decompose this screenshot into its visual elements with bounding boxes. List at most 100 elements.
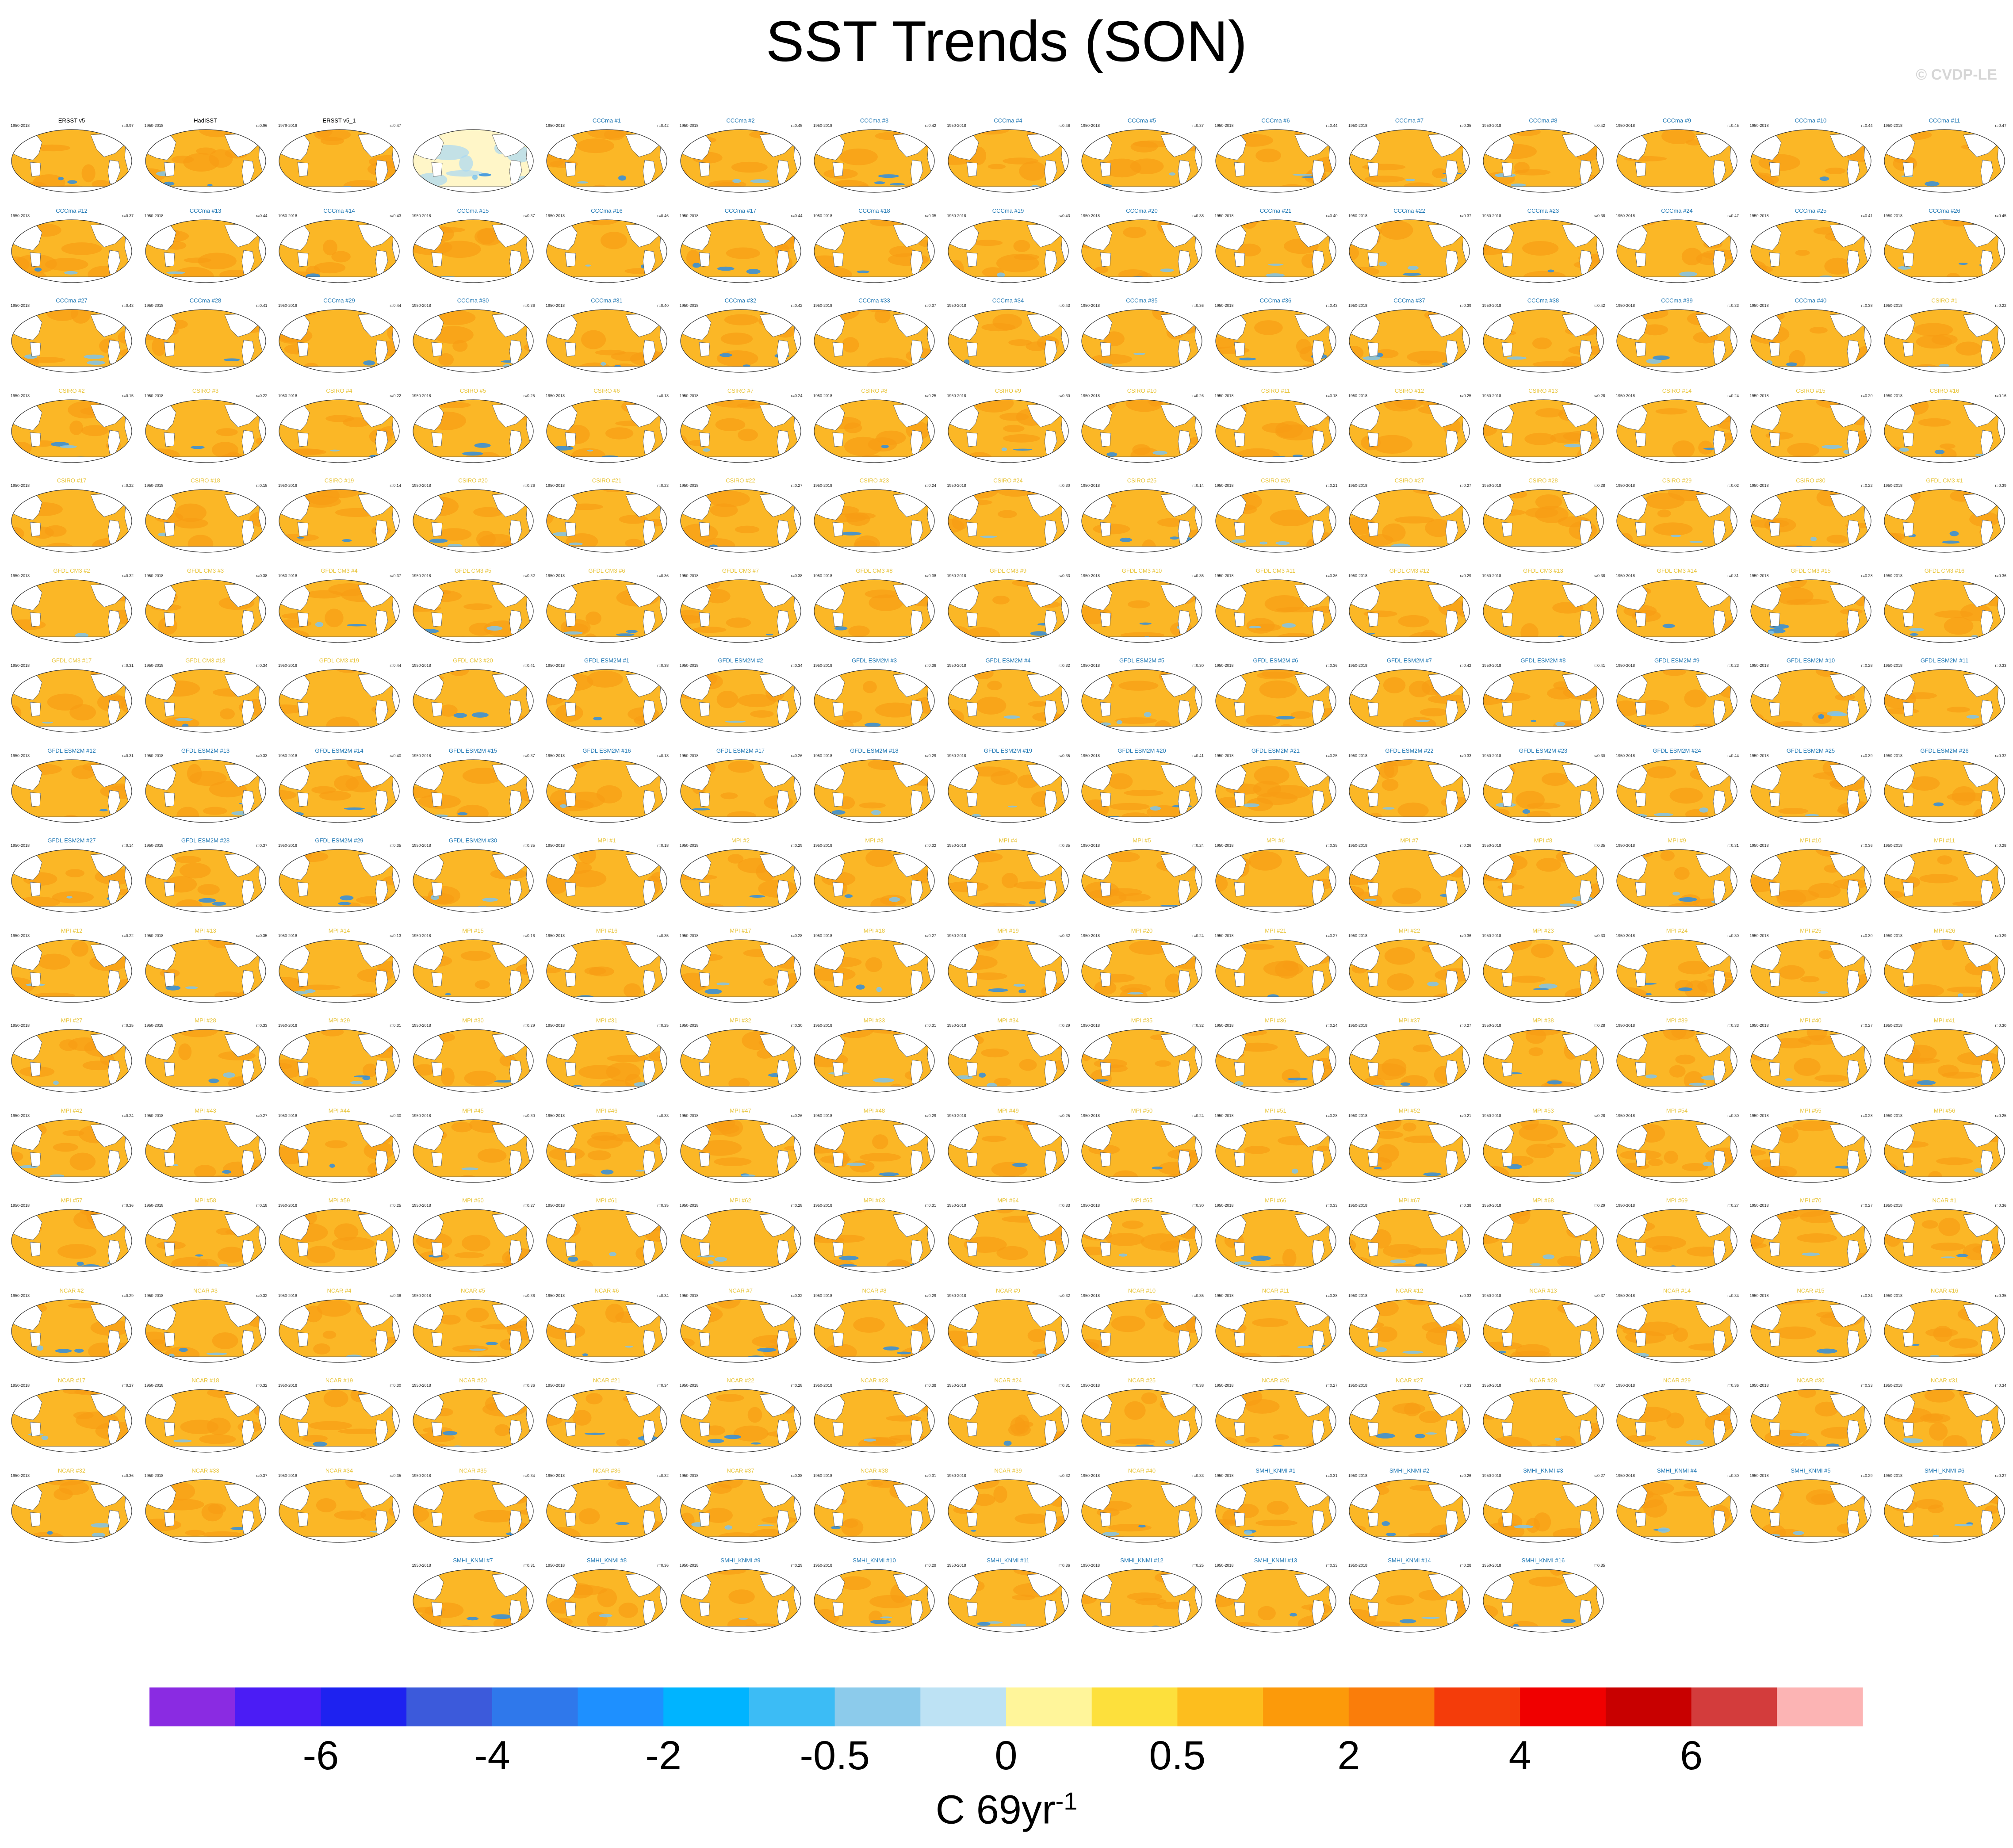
panel-title: CSIRO #27: [1394, 477, 1424, 484]
panel-value: r=0.43: [1058, 303, 1070, 308]
panel-title: CCCma #3: [860, 117, 889, 124]
cooling-patch: [585, 264, 591, 267]
panel-title: CSIRO #16: [1929, 387, 1959, 394]
trend-patch: [53, 1142, 78, 1152]
panel-title: MPI #54: [1666, 1107, 1688, 1114]
sst-trend-map: [947, 1209, 1069, 1273]
sst-trend-map: [814, 1209, 935, 1273]
panel-title: CCCma #35: [1126, 297, 1158, 304]
map-panel: CCCma #18 1950-2018 r=0.35: [811, 207, 937, 283]
sst-trend-map: [1884, 309, 2005, 373]
cooling-patch: [53, 1080, 59, 1085]
panel-title: CSIRO #10: [1127, 387, 1157, 394]
cooling-patch: [23, 278, 43, 280]
ocean-field: [680, 939, 801, 1002]
trend-patch: [445, 170, 483, 177]
panel-title: GFDL CM3 #8: [856, 567, 893, 574]
panel-value: r=0.37: [925, 303, 936, 308]
cooling-patch: [179, 1347, 188, 1352]
panel-value: r=0.46: [657, 213, 669, 218]
map-panel: GFDL CM3 #11 1950-2018 r=0.36: [1213, 567, 1339, 643]
map-panel: GFDL CM3 #7 1950-2018 r=0.38: [678, 567, 804, 643]
trend-patch: [1082, 490, 1093, 492]
trend-patch: [1110, 803, 1150, 810]
continent-shape: [1501, 162, 1512, 177]
cooling-patch: [714, 1257, 727, 1262]
panel-title: GFDL CM3 #7: [722, 567, 759, 574]
trend-patch: [587, 1150, 611, 1160]
map-panel: CCCma #14 1950-2018 r=0.43: [276, 207, 402, 283]
trend-patch: [180, 1419, 218, 1435]
panel-title: MPI #52: [1398, 1107, 1420, 1114]
continent-shape: [565, 1062, 576, 1077]
sst-trend-map: [1215, 1119, 1336, 1183]
cooling-patch: [1291, 1168, 1298, 1174]
panel-title: CCCma #15: [457, 207, 489, 214]
trend-patch: [726, 617, 751, 628]
map-border: [1349, 219, 1470, 283]
sst-trend-map: [546, 219, 667, 283]
panel-title: CCCma #34: [992, 297, 1024, 304]
continent-shape: [1501, 522, 1512, 537]
map-panel: MPI #35 1950-2018 r=0.32: [1079, 1017, 1205, 1093]
panel-title: CCCma #30: [457, 297, 489, 304]
figure-title: SST Trends (SON): [765, 9, 1248, 73]
trend-patch: [547, 185, 572, 192]
sst-trend-map: [1482, 1299, 1604, 1363]
trend-patch: [788, 759, 801, 765]
trend-patch: [1124, 789, 1163, 796]
panel-value: r=0.42: [1593, 123, 1605, 128]
map-panel: GFDL CM3 #8 1950-2018 r=0.38: [811, 567, 937, 643]
map-border: [1482, 309, 1604, 373]
trend-patch: [963, 1349, 980, 1361]
panel-title: HadISST: [194, 117, 217, 124]
continent-shape: [699, 972, 710, 987]
panel-title: CSIRO #7: [727, 387, 754, 394]
map-panel: GFDL ESM2M #14 1950-2018 r=0.40: [276, 747, 402, 823]
continent-shape: [1635, 1062, 1646, 1077]
trend-patch: [302, 1435, 328, 1442]
trend-patch: [972, 239, 1003, 246]
cooling-patch: [173, 1439, 192, 1442]
cooling-patch: [1281, 623, 1296, 628]
sst-trend-map: [1081, 1119, 1202, 1183]
trend-patch: [1952, 786, 1976, 806]
cooling-patch: [1139, 622, 1152, 625]
map-panel: MPI #43 1950-2018 r=0.27: [143, 1107, 268, 1183]
cooling-patch: [864, 1439, 876, 1442]
trend-patch: [822, 1175, 841, 1182]
trend-patch: [73, 1412, 94, 1419]
panel-title: MPI #35: [1131, 1017, 1153, 1024]
panel-title: MPI #38: [1532, 1017, 1554, 1024]
ocean-field: [1884, 219, 2005, 283]
cooling-patch: [1231, 539, 1246, 543]
panel-title: GFDL ESM2M #7: [1386, 657, 1432, 664]
trend-patch: [1800, 976, 1819, 982]
ocean-field: [1617, 310, 1737, 372]
map-panel: MPI #55 1950-2018 r=0.28: [1748, 1107, 1874, 1183]
sst-trend-map: [1482, 1389, 1604, 1453]
trend-patch: [440, 1067, 455, 1087]
sst-trend-map: [11, 489, 132, 553]
cooling-patch: [1144, 712, 1152, 717]
trend-patch: [596, 785, 622, 803]
cooling-patch: [206, 1352, 227, 1355]
continent-shape: [966, 252, 977, 267]
ocean-field: [547, 310, 667, 372]
cooling-patch: [625, 1345, 633, 1348]
panel-title: GFDL ESM2M #11: [1920, 657, 1969, 664]
panel-title: CCCma #25: [1795, 207, 1827, 214]
continent-shape: [164, 522, 175, 537]
panel-title: CCCma #32: [724, 297, 757, 304]
sst-trend-map: [1750, 669, 1871, 733]
cooling-patch: [1686, 1439, 1704, 1445]
panel-title: CCCma #6: [1261, 117, 1290, 124]
trend-patch: [692, 626, 727, 633]
trend-patch: [1653, 522, 1693, 536]
cooling-patch: [844, 894, 853, 898]
trend-patch: [499, 490, 533, 495]
cooling-patch: [889, 183, 905, 186]
trend-patch: [611, 352, 645, 361]
cooling-patch: [74, 1348, 84, 1353]
map-panel: MPI #10 1950-2018 r=0.36: [1748, 837, 1874, 913]
